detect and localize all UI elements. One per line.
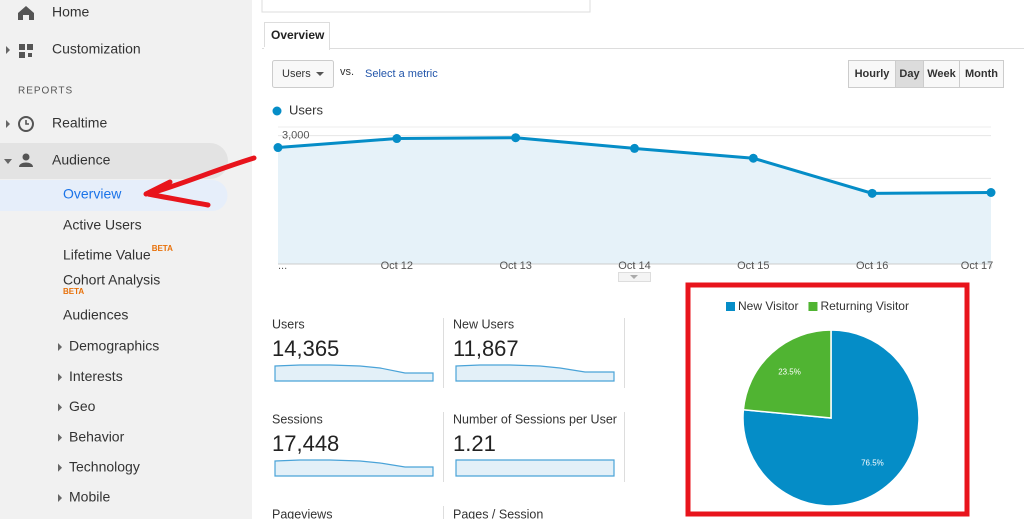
nav-item[interactable]: Customization bbox=[52, 41, 141, 57]
pie-slice bbox=[742, 329, 832, 419]
nav-subitem[interactable]: Active Users bbox=[63, 217, 142, 233]
caret bbox=[6, 46, 10, 54]
tab-cover bbox=[264, 47, 329, 50]
period-button[interactable] bbox=[848, 60, 896, 88]
metric-label: New Users bbox=[453, 317, 514, 331]
legend-label: Users bbox=[289, 102, 323, 117]
metric-label: Sessions bbox=[272, 412, 323, 426]
point bbox=[273, 143, 283, 153]
sparklines bbox=[274, 364, 615, 477]
dropdown-arrow bbox=[316, 72, 324, 76]
x-tick-label: Oct 16 bbox=[856, 260, 888, 272]
nav-subitem[interactable]: Audiences bbox=[63, 307, 128, 323]
caret bbox=[4, 159, 12, 164]
metric-label: Number of Sessions per User bbox=[453, 412, 617, 426]
x-tick-label: Oct 17 bbox=[961, 260, 993, 272]
caret bbox=[58, 463, 62, 472]
caret bbox=[58, 403, 62, 412]
nav-group[interactable]: Mobile bbox=[69, 489, 110, 505]
nav-group[interactable]: Technology bbox=[69, 459, 140, 475]
nav-group[interactable]: Behavior bbox=[69, 428, 125, 444]
beta-badge: BETA bbox=[63, 287, 84, 296]
period-label: Day bbox=[899, 68, 920, 80]
audience-row[interactable] bbox=[0, 143, 228, 179]
metric-label: Users bbox=[272, 317, 305, 331]
point bbox=[748, 153, 758, 163]
metric-value: 1.21 bbox=[453, 431, 496, 456]
x-tick-label: ... bbox=[278, 260, 287, 272]
point bbox=[511, 133, 521, 143]
nav-group[interactable]: Geo bbox=[69, 398, 96, 414]
caret bbox=[6, 120, 10, 128]
nav-item[interactable]: Home bbox=[52, 4, 90, 20]
metric-select[interactable] bbox=[272, 60, 334, 88]
period-label: Hourly bbox=[855, 68, 891, 80]
nav-item[interactable]: Realtime bbox=[52, 115, 107, 131]
handle-arrow bbox=[630, 275, 638, 279]
nav-subitem[interactable]: Lifetime Value bbox=[63, 247, 151, 263]
realtime-icon-hands bbox=[25, 120, 29, 125]
caret bbox=[58, 373, 62, 382]
metric-value: 11,867 bbox=[453, 336, 519, 361]
legend-swatch bbox=[726, 302, 735, 311]
point bbox=[867, 188, 877, 198]
caret bbox=[58, 343, 62, 351]
select-metric-link[interactable]: Select a metric bbox=[365, 68, 438, 80]
metric-label: Pageviews bbox=[272, 507, 332, 519]
metric-select-label: Users bbox=[282, 68, 311, 80]
area bbox=[278, 137, 991, 264]
y-tick-label: 3,000 bbox=[282, 129, 310, 141]
legend-label: New Visitor bbox=[738, 299, 798, 313]
metric-value: 17,448 bbox=[272, 431, 339, 456]
point bbox=[986, 188, 996, 198]
metric-label: Pages / Session bbox=[453, 507, 543, 519]
nav-group[interactable]: Demographics bbox=[69, 338, 159, 354]
x-tick-label: Oct 12 bbox=[381, 260, 413, 272]
vs-label: vs. bbox=[340, 66, 354, 78]
x-tick-label: Oct 13 bbox=[499, 260, 531, 272]
nav-item[interactable]: Audience bbox=[52, 152, 111, 168]
home-icon bbox=[18, 6, 34, 20]
slice-label: 76.5% bbox=[861, 459, 884, 468]
period-label: Week bbox=[927, 68, 956, 80]
legend-dot bbox=[272, 106, 282, 116]
audience-icon bbox=[19, 153, 33, 167]
period-button[interactable] bbox=[923, 60, 960, 88]
x-tick-label: Oct 14 bbox=[618, 260, 650, 272]
point bbox=[392, 134, 402, 144]
nav-subitem[interactable]: Overview bbox=[63, 186, 122, 202]
annotation-arrowhead bbox=[143, 179, 173, 197]
nav-group[interactable]: Interests bbox=[69, 368, 123, 384]
section-label: REPORTS bbox=[18, 86, 73, 97]
tab-label[interactable]: Overview bbox=[271, 28, 325, 42]
legend-label: Returning Visitor bbox=[820, 299, 909, 313]
caret bbox=[58, 494, 62, 502]
nav-subitem[interactable]: Cohort Analysis bbox=[63, 272, 160, 288]
caret bbox=[58, 433, 62, 442]
customization-icon bbox=[19, 44, 33, 58]
period-button[interactable] bbox=[959, 60, 1004, 88]
x-tick-label: Oct 15 bbox=[737, 260, 769, 272]
legend-swatch bbox=[808, 302, 818, 311]
highlight-box bbox=[685, 282, 970, 517]
beta-badge: BETA bbox=[152, 244, 173, 253]
period-label: Month bbox=[965, 68, 998, 80]
search-box[interactable] bbox=[261, 0, 591, 13]
realtime-icon bbox=[18, 116, 34, 132]
slice-label: 23.5% bbox=[778, 368, 801, 377]
metric-value: 14,365 bbox=[272, 336, 339, 361]
point bbox=[630, 143, 639, 153]
sidebar bbox=[0, 0, 252, 519]
